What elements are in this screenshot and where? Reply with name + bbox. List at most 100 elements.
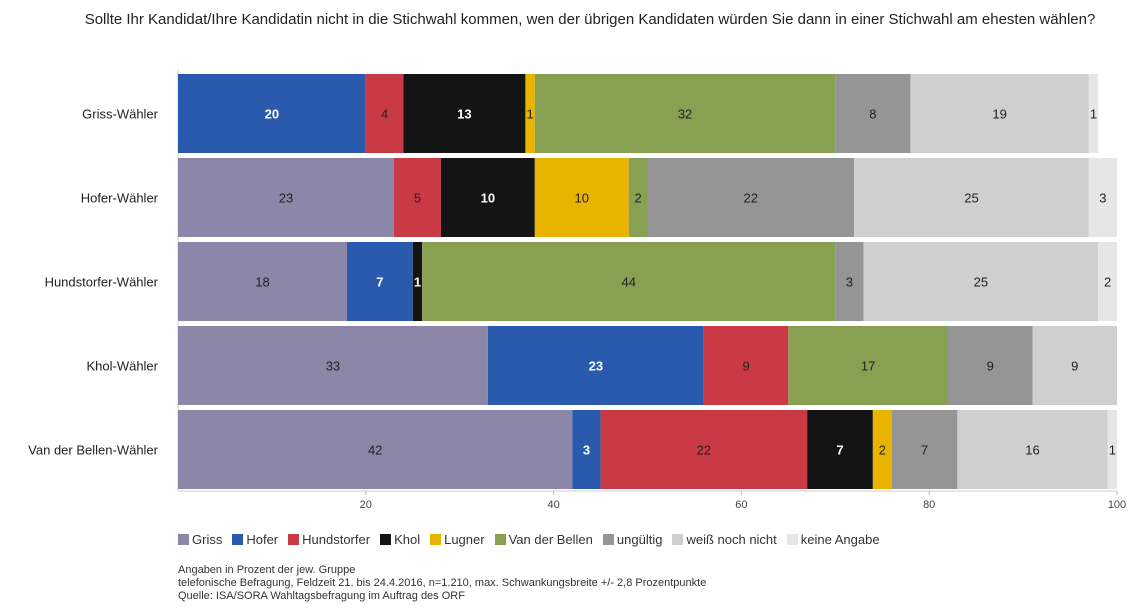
note-line: Quelle: ISA/SORA Wahltagsbefragung im Au… xyxy=(178,590,465,602)
legend-label: Hundstorfer xyxy=(302,532,371,547)
data-label: 9 xyxy=(987,359,994,374)
category-label: Hofer-Wähler xyxy=(81,191,159,206)
bar-segment xyxy=(412,242,423,321)
chart-legend: Griss Hofer Hundstorfer Khol Lugner Van der B… xyxy=(178,532,880,547)
data-label: 5 xyxy=(414,191,421,206)
bar-segment xyxy=(891,410,958,489)
bar-segment xyxy=(440,158,535,237)
bar-segment xyxy=(178,410,573,489)
legend-label: Griss xyxy=(192,532,223,547)
bar-segment xyxy=(534,74,836,153)
legend-item: Hofer xyxy=(232,532,278,547)
legend-item: Van der Bellen xyxy=(494,532,593,547)
x-tick-label: 60 xyxy=(735,499,747,511)
category-label: Griss-Wähler xyxy=(82,107,159,122)
x-tick-label: 40 xyxy=(547,499,559,511)
legend-swatch xyxy=(602,534,614,545)
category-label: Hundstorfer-Wähler xyxy=(45,275,159,290)
legend-item: Griss xyxy=(178,532,222,547)
data-label: 1 xyxy=(527,107,534,122)
data-label: 18 xyxy=(255,275,269,290)
bar-segment xyxy=(178,158,394,237)
bar-segment xyxy=(393,158,441,237)
data-label: 1 xyxy=(1109,443,1116,458)
bar-segment xyxy=(1088,74,1099,153)
bar-segment xyxy=(403,74,526,153)
data-label: 2 xyxy=(1104,275,1111,290)
legend-item: ungültig xyxy=(602,532,663,547)
legend-label: ungültig xyxy=(616,532,663,547)
bar-segment xyxy=(910,74,1089,153)
legend-swatch xyxy=(380,534,392,545)
data-label: 4 xyxy=(381,107,388,122)
data-label: 23 xyxy=(279,191,293,206)
legend-item: keine Angabe xyxy=(786,532,880,547)
data-label: 33 xyxy=(326,359,340,374)
bar-segment xyxy=(1088,158,1117,237)
legend-label: Khol xyxy=(394,532,421,547)
legend-label: Van der Bellen xyxy=(508,532,593,547)
bar-segment xyxy=(534,158,629,237)
legend-swatch xyxy=(786,534,798,545)
data-label: 3 xyxy=(1099,191,1106,206)
data-label: 13 xyxy=(457,107,471,122)
x-tick-label: 100 xyxy=(1108,499,1126,511)
data-label: 10 xyxy=(575,191,589,206)
bar-segment xyxy=(863,242,1099,321)
note-line: Angaben in Prozent der jew. Gruppe xyxy=(178,564,356,576)
bar-segment xyxy=(365,74,404,153)
data-label: 17 xyxy=(861,359,875,374)
bar-segment xyxy=(572,410,601,489)
legend-label: Hofer xyxy=(246,532,279,547)
bar-segment xyxy=(628,158,648,237)
bar-segment xyxy=(600,410,808,489)
bar-segment xyxy=(1098,242,1117,321)
data-label: 22 xyxy=(697,443,711,458)
bar-segment xyxy=(788,326,948,405)
data-label: 23 xyxy=(589,359,603,374)
legend-swatch xyxy=(178,534,189,545)
bar-segment xyxy=(525,74,535,153)
bar-segment xyxy=(835,74,911,153)
data-label: 42 xyxy=(368,443,382,458)
data-label: 3 xyxy=(583,443,590,458)
data-label: 1 xyxy=(1090,107,1097,122)
data-label: 25 xyxy=(974,275,988,290)
legend-label: Lugner xyxy=(444,532,485,547)
legend-swatch xyxy=(672,534,684,545)
legend-item: weiß noch nicht xyxy=(672,532,777,547)
data-label: 3 xyxy=(846,275,853,290)
bar-segment xyxy=(1107,410,1117,489)
x-tick-label: 80 xyxy=(923,499,935,511)
bar-segment xyxy=(957,410,1108,489)
data-label: 9 xyxy=(1071,359,1078,374)
bar-segment xyxy=(854,158,1089,237)
note-line: telefonische Befragung, Feldzeit 21. bis… xyxy=(178,577,707,589)
data-label: 8 xyxy=(869,107,876,122)
x-tick-label: 20 xyxy=(360,499,372,511)
data-label: 25 xyxy=(964,191,978,206)
data-label: 9 xyxy=(742,359,749,374)
legend-item: Khol xyxy=(380,532,420,547)
data-label: 32 xyxy=(678,107,692,122)
data-label: 2 xyxy=(879,443,886,458)
data-label: 1 xyxy=(414,275,421,290)
data-label: 19 xyxy=(992,107,1006,122)
bar-segment xyxy=(178,326,488,405)
bar-segment xyxy=(872,410,892,489)
bar-segment xyxy=(487,326,704,405)
bar-segment xyxy=(347,242,413,321)
legend-label: weiß noch nicht xyxy=(686,532,777,547)
legend-swatch xyxy=(494,534,506,545)
data-label: 20 xyxy=(265,107,279,122)
data-label: 7 xyxy=(836,443,843,458)
bar-segment xyxy=(703,326,789,405)
category-label: Van der Bellen-Wähler xyxy=(28,443,158,458)
data-label: 7 xyxy=(921,443,928,458)
data-label: 44 xyxy=(621,275,635,290)
legend-swatch xyxy=(288,534,300,545)
bar-segment xyxy=(1032,326,1117,405)
legend-item: Hundstorfer xyxy=(288,532,370,547)
bar-segment xyxy=(178,242,348,321)
legend-swatch xyxy=(430,534,442,545)
